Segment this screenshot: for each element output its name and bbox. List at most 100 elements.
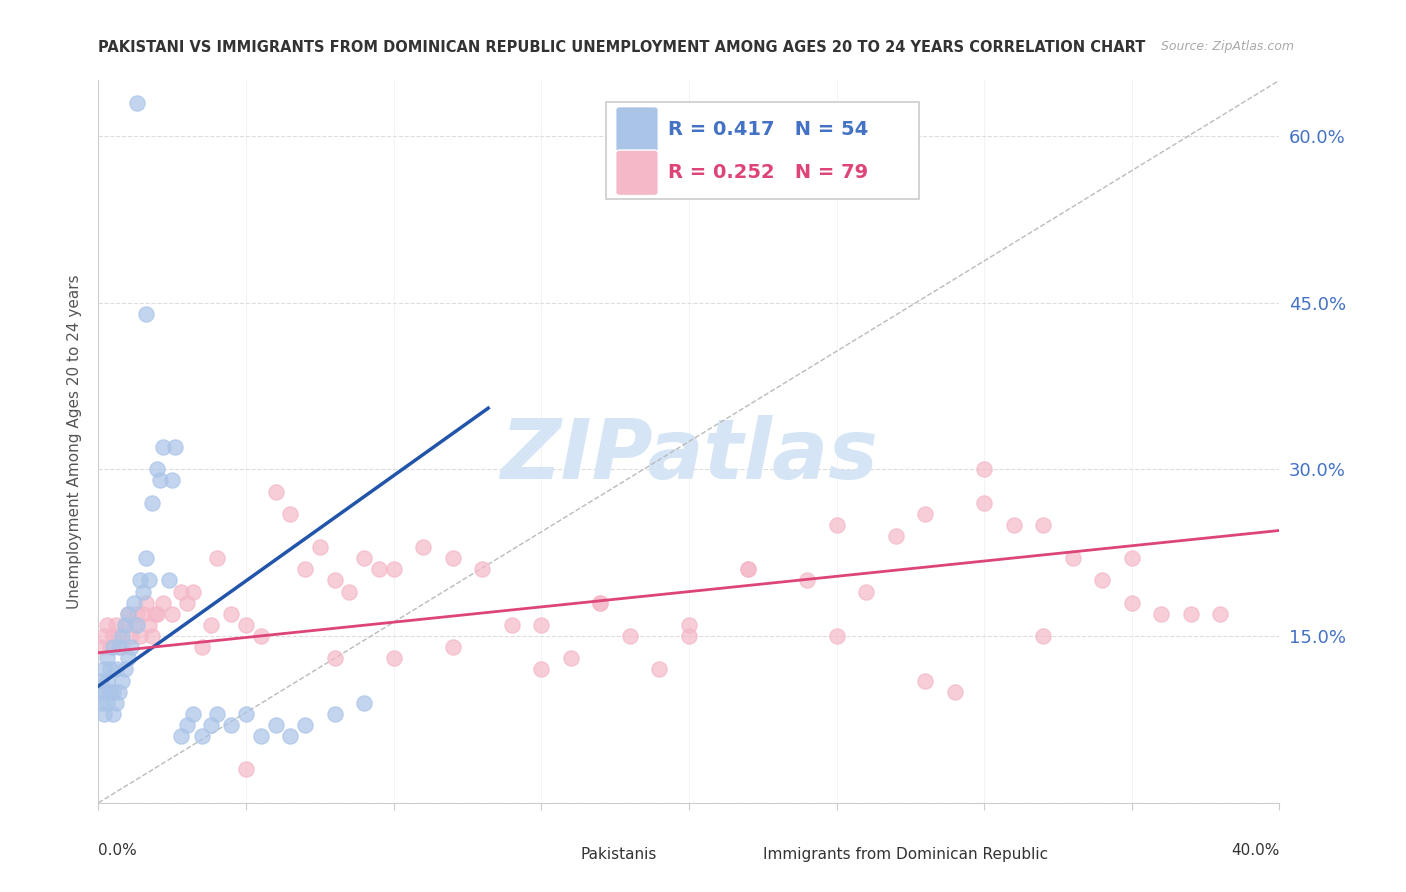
Point [96,618,118,632]
Point [108,640,131,655]
Point [441,640,464,655]
Point [323,651,346,665]
Point [1032,517,1054,532]
Point [280,507,302,521]
FancyBboxPatch shape [531,838,572,871]
Point [294,562,316,576]
Point [146,607,169,621]
Point [825,629,848,643]
Point [108,629,131,643]
Point [114,618,136,632]
Point [96,673,118,688]
Point [176,596,198,610]
Point [170,729,193,743]
Point [323,574,346,588]
Point [96,651,118,665]
Point [205,551,228,566]
Point [93,629,115,643]
Point [93,662,115,676]
Point [441,551,464,566]
Point [135,551,157,566]
Point [1121,551,1143,566]
Point [235,618,257,632]
Text: Pakistanis: Pakistanis [581,847,657,863]
Text: 40.0%: 40.0% [1232,843,1279,857]
Point [678,618,700,632]
Point [149,474,172,488]
Text: Source: ZipAtlas.com: Source: ZipAtlas.com [1160,40,1294,54]
Point [382,651,405,665]
Point [117,651,139,665]
Point [162,474,183,488]
Point [1002,517,1025,532]
Point [152,440,174,454]
Point [103,640,125,655]
Point [132,607,155,621]
Point [138,574,160,588]
Point [221,718,243,732]
Point [135,596,157,610]
Point [737,562,759,576]
Point [103,629,125,643]
Point [117,607,139,621]
Text: 0.0%: 0.0% [98,843,138,857]
Point [128,574,150,588]
Point [1032,629,1054,643]
FancyBboxPatch shape [616,150,658,195]
Text: R = 0.252   N = 79: R = 0.252 N = 79 [668,163,868,182]
Point [125,95,148,110]
Point [135,307,157,321]
Point [96,696,118,710]
Point [125,607,148,621]
Point [157,574,180,588]
Point [264,718,287,732]
Point [250,629,273,643]
Point [111,640,134,655]
Point [93,706,115,721]
FancyBboxPatch shape [616,107,658,153]
Point [103,684,125,698]
FancyBboxPatch shape [714,838,755,871]
Text: PAKISTANI VS IMMIGRANTS FROM DOMINICAN REPUBLIC UNEMPLOYMENT AMONG AGES 20 TO 24: PAKISTANI VS IMMIGRANTS FROM DOMINICAN R… [98,40,1146,55]
Point [141,629,163,643]
Point [471,562,494,576]
Point [114,662,136,676]
Point [181,584,204,599]
Point [353,551,375,566]
Point [165,440,187,454]
Point [191,729,214,743]
Point [120,640,142,655]
Point [1209,607,1232,621]
Point [138,618,160,632]
Point [111,673,134,688]
Point [589,596,612,610]
Point [1150,607,1173,621]
Point [1121,596,1143,610]
Point [914,507,936,521]
Point [221,607,243,621]
Point [530,662,553,676]
Point [105,696,128,710]
Point [98,662,121,676]
Text: ZIPatlas: ZIPatlas [501,416,877,497]
Point [943,684,966,698]
Point [973,496,995,510]
Point [152,596,174,610]
Point [884,529,907,543]
Point [294,718,316,732]
Point [141,496,163,510]
Point [235,706,257,721]
Point [530,618,553,632]
Point [122,596,145,610]
Point [105,618,128,632]
Point [1180,607,1202,621]
Point [1091,574,1114,588]
Point [412,540,434,554]
Point [143,607,166,621]
Point [93,684,115,698]
Point [146,462,169,476]
Point [162,607,183,621]
Y-axis label: Unemployment Among Ages 20 to 24 years: Unemployment Among Ages 20 to 24 years [67,274,83,609]
Point [90,640,112,655]
Point [117,607,139,621]
